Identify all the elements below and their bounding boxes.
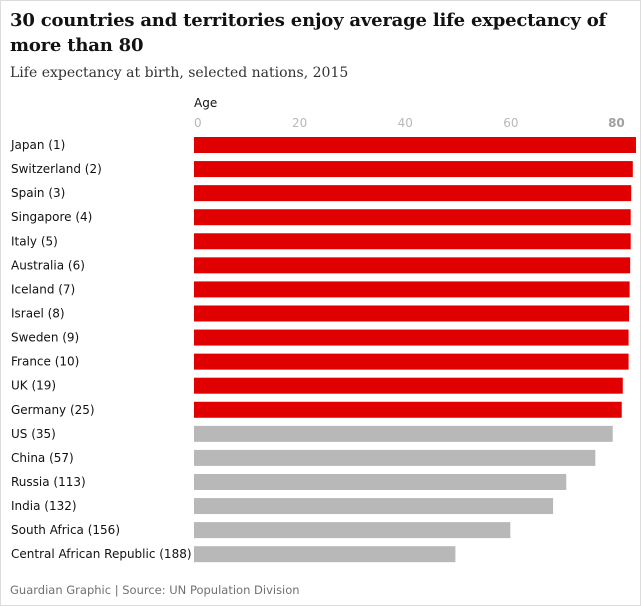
bar xyxy=(194,353,629,370)
category-label: Australia (6) xyxy=(11,258,85,272)
bar xyxy=(194,257,631,274)
x-tick-label: 20 xyxy=(292,116,307,130)
category-label: Central African Republic (188) xyxy=(11,547,192,561)
bar xyxy=(194,377,623,394)
category-label: Switzerland (2) xyxy=(11,162,102,176)
bar xyxy=(194,185,632,202)
x-tick-label: 80 xyxy=(608,116,625,130)
bar xyxy=(194,498,554,515)
x-tick-label: 0 xyxy=(194,116,202,130)
bar xyxy=(194,473,567,490)
category-label: Spain (3) xyxy=(11,186,65,200)
category-label: South Africa (156) xyxy=(11,523,120,537)
bar xyxy=(194,137,636,153)
chart-subtitle: Life expectancy at birth, selected natio… xyxy=(10,65,349,81)
x-tick-label: 60 xyxy=(503,116,518,130)
chart-source: Guardian Graphic | Source: UN Population… xyxy=(10,583,300,597)
chart-title: 30 countries and territories enjoy avera… xyxy=(10,10,607,56)
x-tick-label: 40 xyxy=(398,116,413,130)
category-label: Germany (25) xyxy=(11,403,95,417)
category-label: Iceland (7) xyxy=(11,282,75,296)
x-axis-ticks: 0 20 40 60 80 xyxy=(194,116,625,130)
category-label: Russia (113) xyxy=(11,475,86,489)
bar xyxy=(194,281,630,298)
bar xyxy=(194,329,629,346)
category-label: Italy (5) xyxy=(11,234,58,248)
bar xyxy=(194,209,631,226)
category-label: India (132) xyxy=(11,499,77,513)
bar xyxy=(194,161,633,178)
x-axis-label: Age xyxy=(194,96,217,110)
bar xyxy=(194,401,622,418)
category-label: US (35) xyxy=(11,427,56,441)
category-labels: Japan (1) Switzerland (2) Spain (3) Singapo… xyxy=(10,138,192,561)
bar xyxy=(194,546,456,563)
bar xyxy=(194,449,596,466)
category-label: France (10) xyxy=(11,355,79,369)
category-label: Israel (8) xyxy=(11,306,65,320)
bar-series xyxy=(194,137,636,563)
bar xyxy=(194,425,613,442)
category-label: China (57) xyxy=(11,451,74,465)
bar xyxy=(194,305,630,322)
bar xyxy=(194,233,631,250)
bar xyxy=(194,522,511,539)
category-label: Sweden (9) xyxy=(11,331,79,345)
category-label: Japan (1) xyxy=(10,138,65,152)
category-label: Singapore (4) xyxy=(11,210,92,224)
category-label: UK (19) xyxy=(11,379,56,393)
